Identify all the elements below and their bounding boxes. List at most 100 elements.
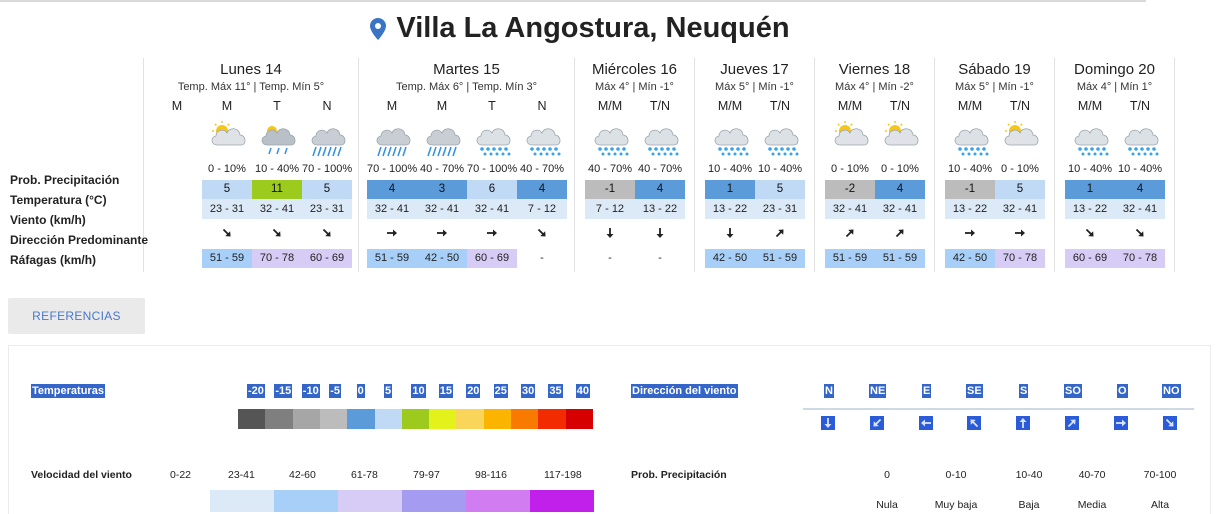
legend-direction-title: Dirección del viento [631, 384, 738, 398]
gust-cell: 51 - 59 [875, 249, 925, 268]
temperature-tick: 25 [493, 384, 508, 398]
direction-label: NE [869, 384, 887, 398]
forecast-day: Sábado 19 Máx 5° | Mín -1° M/M 10 - 40% -1 13… [935, 58, 1055, 272]
precip-probability: 10 - 40% [707, 163, 753, 175]
wind-speed-cell: 32 - 41 [417, 199, 467, 219]
precip-probability: 10 - 40% [1067, 163, 1113, 175]
wind-speed-label: 79-97 [413, 469, 440, 481]
forecast-period: M/M 0 - 10% -2 32 - 41 51 - 59 [825, 58, 875, 272]
gust-cell: 60 - 69 [1065, 249, 1115, 268]
gust-cell: 51 - 59 [755, 249, 805, 268]
precip-level-name: Muy baja [934, 499, 978, 511]
references-left-border [8, 345, 9, 514]
location-name: Villa La Angostura, Neuquén [396, 12, 790, 44]
s-arrow-icon [653, 226, 667, 240]
precip-probability: 40 - 70% [637, 163, 683, 175]
row-label-precip: Prob. Precipitación [10, 173, 120, 187]
temperature-tick: -10 [301, 384, 320, 398]
se-arrow-icon [270, 226, 284, 240]
gust-cell: 42 - 50 [417, 249, 467, 268]
precip-probability: 10 - 40% [1117, 163, 1163, 175]
temperature-swatch [401, 409, 430, 429]
temperature-tick: 15 [438, 384, 454, 398]
day-name: Sábado 19 [958, 61, 1031, 78]
location-pin-icon [370, 15, 387, 48]
temperature-cell: 4 [517, 180, 567, 199]
e-arrow-icon [485, 226, 499, 240]
wind-speed-cell: 32 - 41 [825, 199, 875, 219]
temperature-swatch [429, 409, 457, 429]
gust-cell: - [608, 252, 612, 264]
period-label: M/M [597, 99, 623, 113]
forecast-period: M 70 - 100% 4 32 - 41 51 - 59 [367, 58, 417, 272]
cloud-rain-icon [252, 117, 302, 159]
legend-temperature-title: Temperaturas [31, 384, 105, 398]
period-label: T [488, 99, 496, 113]
page-title: Villa La Angostura, Neuquén [0, 12, 1160, 48]
wind-speed-cell: 13 - 22 [1065, 199, 1115, 219]
gust-cell: - [658, 252, 662, 264]
gust-cell: 60 - 69 [467, 249, 517, 268]
precip-level-name: Alta [1150, 499, 1170, 511]
se-arrow-icon [535, 226, 549, 240]
cloud-snow-icon [517, 117, 567, 159]
row-label-temp: Temperatura (°C) [10, 193, 107, 207]
temperature-swatch [456, 409, 484, 429]
direction-label: N [824, 384, 834, 398]
cloud-heavy-rain-icon [302, 117, 352, 159]
se-arrow-icon [320, 226, 334, 240]
forecast-period: M 0 - 10% 5 23 - 31 51 - 59 [202, 58, 252, 272]
sw-arrow-icon [870, 416, 884, 430]
temperature-swatch [265, 409, 293, 429]
wind-speed-cell: 32 - 41 [1115, 199, 1165, 219]
se-arrow-icon [1133, 226, 1147, 240]
forecast-period: M 40 - 70% 3 32 - 41 42 - 50 [417, 58, 467, 272]
precip-probability: 10 - 40% [947, 163, 993, 175]
period-label: T [273, 99, 281, 113]
direction-label: NO [1162, 384, 1181, 398]
temperature-tick: 35 [548, 384, 563, 398]
forecast-period: M [152, 58, 202, 272]
period-label: N [537, 99, 547, 113]
precip-probability: 70 - 100% [302, 163, 353, 175]
wind-speed-label: 42-60 [289, 469, 316, 481]
w-arrow-icon [919, 416, 933, 430]
temperature-swatch [511, 409, 539, 429]
forecast-period: M/M 10 - 40% 1 13 - 22 42 - 50 [705, 58, 755, 272]
wind-speed-swatch [466, 490, 530, 512]
temperature-cell: 5 [755, 180, 805, 199]
precip-probability: 70 - 100% [367, 163, 418, 175]
wind-speed-cell: 7 - 12 [517, 199, 567, 219]
gust-cell: 51 - 59 [367, 249, 417, 268]
references-button[interactable]: REFERENCIAS [8, 298, 145, 334]
precip-probability: 0 - 10% [881, 163, 919, 175]
s-arrow-icon [603, 226, 617, 240]
wind-speed-cell: 23 - 31 [302, 199, 352, 219]
period-label: T/N [769, 99, 791, 113]
references-right-border [1210, 345, 1211, 514]
temperature-tick: 30 [521, 384, 536, 398]
gust-cell: 51 - 59 [825, 249, 875, 268]
row-label-wind: Viento (km/h) [10, 213, 86, 227]
forecast-period: M/M 10 - 40% 1 13 - 22 60 - 69 [1065, 58, 1115, 272]
direction-label: E [922, 384, 932, 398]
day-name: Jueves 17 [720, 61, 789, 78]
day-temp-summary: Máx 5° | Mín -1° [715, 81, 794, 93]
period-label: M [171, 99, 183, 113]
wind-speed-label: 61-78 [351, 469, 378, 481]
temperature-swatch [374, 409, 402, 429]
legend-precip-title: Prob. Precipitación [631, 469, 727, 481]
precip-range-label: 40-70 [1078, 469, 1106, 481]
period-label: M/M [957, 99, 983, 113]
forecast-period: T/N 0 - 10% 4 32 - 41 51 - 59 [875, 58, 925, 272]
gust-cell: 60 - 69 [302, 249, 352, 268]
cloud-snow-icon [1115, 117, 1165, 159]
precip-range-label: 10-40 [1015, 469, 1043, 481]
cloud-heavy-rain-icon [367, 117, 417, 159]
temperature-tick: -5 [329, 384, 341, 398]
forecast-period: T/N 10 - 40% 5 23 - 31 51 - 59 [755, 58, 805, 272]
ne-arrow-icon [1065, 416, 1079, 430]
gust-cell: 70 - 78 [1115, 249, 1165, 268]
forecast-period: T 70 - 100% 6 32 - 41 60 - 69 [467, 58, 517, 272]
cloud-snow-icon [705, 117, 755, 159]
